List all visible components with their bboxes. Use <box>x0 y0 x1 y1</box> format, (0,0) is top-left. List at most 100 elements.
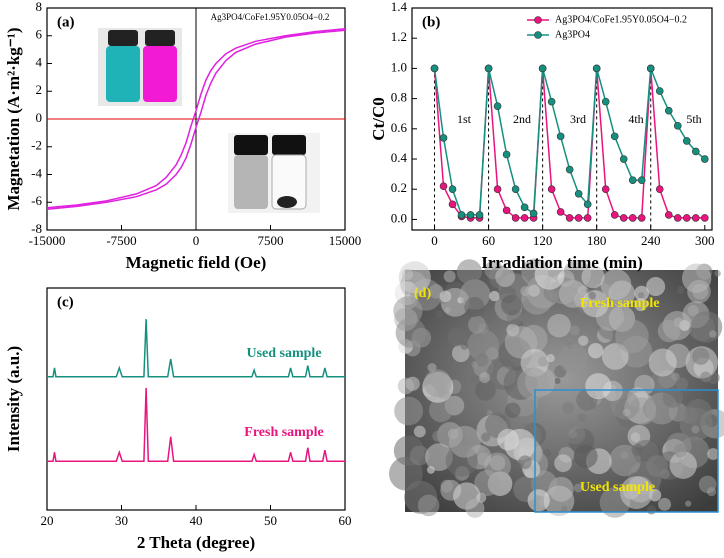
grain <box>470 374 480 384</box>
data-point <box>529 209 538 218</box>
grain <box>547 313 571 338</box>
data-point <box>673 121 682 130</box>
data-point <box>565 165 574 174</box>
data-point <box>556 132 565 141</box>
data-point <box>700 214 709 222</box>
data-point <box>448 185 457 194</box>
data-point <box>646 64 655 73</box>
grain <box>687 279 711 304</box>
legend-label: Ag3PO4/CoFe1.95Y0.05O4−0.2 <box>555 14 687 25</box>
panel-label: (a) <box>57 14 75 30</box>
data-point <box>619 214 628 222</box>
grain <box>600 269 632 300</box>
grain <box>546 354 555 363</box>
grain <box>398 261 431 294</box>
grain <box>631 443 644 456</box>
x-tick-label: 60 <box>482 233 495 248</box>
y-tick-label: 4 <box>36 54 43 69</box>
grain <box>394 396 424 426</box>
x-tick-label: 120 <box>533 233 553 248</box>
grain <box>474 469 501 496</box>
grain <box>675 377 689 391</box>
image-text: Fresh sample <box>580 296 659 311</box>
data-point <box>448 200 457 209</box>
data-point <box>601 185 610 194</box>
grain <box>423 369 452 397</box>
grain <box>581 265 605 289</box>
annotation: 4th <box>628 112 643 126</box>
annotation: 2nd <box>513 112 531 126</box>
grain <box>706 486 717 497</box>
grain <box>542 449 551 458</box>
grain <box>456 259 482 285</box>
inset-frame <box>534 389 719 513</box>
grain <box>669 451 697 479</box>
y-axis-label: Intensity (a.u.) <box>4 346 23 452</box>
y-tick-label: 0.6 <box>391 120 408 135</box>
x-tick-label: 15000 <box>329 233 362 248</box>
x-tick-label: 30 <box>115 513 128 528</box>
grain <box>558 280 587 308</box>
data-point <box>655 185 664 194</box>
grain <box>658 497 672 511</box>
grain <box>395 317 426 348</box>
y-tick-label: -6 <box>31 193 42 208</box>
data-point <box>691 147 700 156</box>
data-point <box>583 200 592 209</box>
y-tick-label: 1.2 <box>391 29 407 44</box>
grain <box>573 483 583 493</box>
panel-label: (c) <box>57 294 74 310</box>
grain <box>429 398 453 423</box>
grain <box>528 284 540 297</box>
data-point <box>484 64 493 73</box>
grain <box>561 505 568 513</box>
grain <box>534 259 565 290</box>
data-point <box>682 137 691 145</box>
data-point <box>664 106 673 115</box>
grain <box>413 425 426 438</box>
grain <box>620 451 629 460</box>
annotation: 3rd <box>570 112 586 126</box>
data-point <box>655 87 664 95</box>
data-point <box>547 185 556 194</box>
grain <box>495 267 516 287</box>
data-point <box>520 214 529 222</box>
annotation: Ag3PO4/CoFe1.95Y0.05O4−0.2 <box>211 12 330 22</box>
data-point <box>673 214 682 222</box>
grain <box>700 371 712 383</box>
grain <box>554 377 561 385</box>
grain <box>620 476 653 509</box>
series-line <box>47 319 345 378</box>
x-axis-label: 2 Theta (degree) <box>137 533 255 552</box>
x-tick-label: 0 <box>193 233 200 248</box>
grain <box>439 290 452 303</box>
grain <box>673 444 688 458</box>
grain <box>634 298 648 312</box>
data-point <box>475 211 484 219</box>
legend-label: Ag3PO4 <box>555 29 590 40</box>
grain <box>440 479 454 493</box>
y-tick-label: -2 <box>31 138 42 153</box>
data-point <box>457 211 466 219</box>
x-tick-label: 50 <box>264 513 277 528</box>
grain <box>578 335 589 346</box>
data-point <box>502 150 511 159</box>
grain <box>518 455 532 469</box>
data-point <box>502 206 511 215</box>
grain <box>622 408 631 417</box>
annotation: Used sample <box>246 346 321 361</box>
grain <box>464 296 485 318</box>
grain <box>562 401 575 414</box>
y-axis-label: Ct/C0 <box>369 97 388 140</box>
grain <box>489 290 500 302</box>
grain <box>577 413 587 423</box>
grain <box>587 343 604 359</box>
series-line <box>433 68 706 216</box>
grain <box>486 358 518 390</box>
grain <box>389 456 423 491</box>
grain <box>475 353 489 367</box>
grain <box>637 292 645 299</box>
sem-image <box>389 258 724 518</box>
grain <box>448 425 481 458</box>
